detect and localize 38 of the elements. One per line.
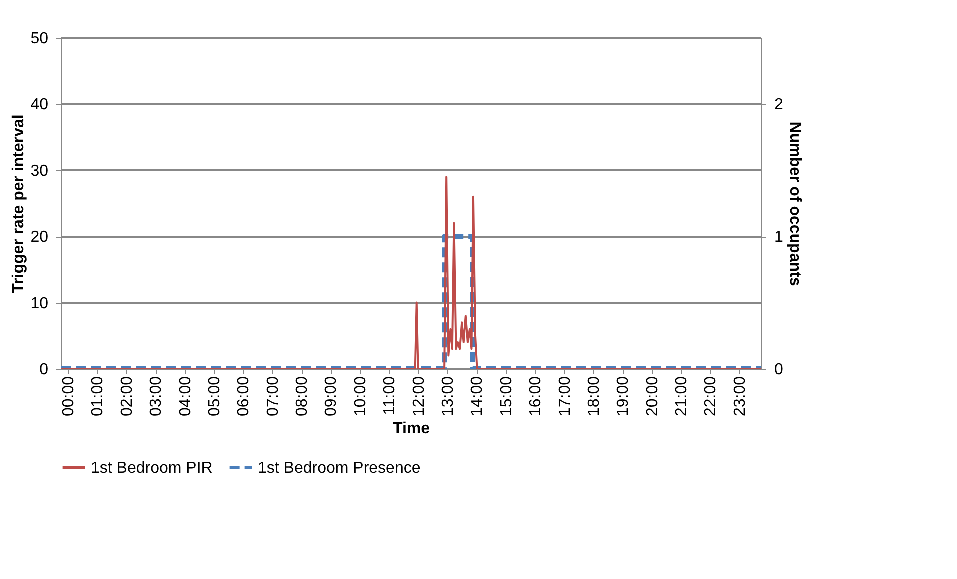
y-axis-title: Trigger rate per interval [10, 114, 28, 294]
x-tick-label: 03:00 [148, 376, 166, 417]
x-tick-label: 14:00 [469, 376, 486, 417]
y-tick-label: 50 [30, 30, 49, 48]
x-tick-label: 23:00 [732, 376, 749, 417]
x-tick-label: 22:00 [702, 376, 720, 417]
x-tick-label: 05:00 [206, 376, 224, 417]
x-tick-label: 18:00 [586, 376, 603, 417]
x-tick-label: 04:00 [177, 376, 194, 417]
x-tick-label: 02:00 [118, 376, 136, 417]
legend-label: 1st Bedroom PIR [91, 460, 213, 477]
x-tick-label: 16:00 [528, 376, 545, 417]
x-tick-label: 13:00 [440, 376, 457, 417]
y-tick-label: 30 [30, 162, 49, 180]
x-tick-label: 10:00 [352, 376, 370, 417]
x-tick-label: 19:00 [615, 376, 632, 417]
x-tick-label: 21:00 [674, 376, 691, 417]
legend-label: 1st Bedroom Presence [258, 460, 421, 477]
x-tick-label: 06:00 [236, 376, 253, 417]
x-tick-label: 20:00 [644, 376, 662, 417]
x-tick-label: 17:00 [556, 376, 574, 417]
x-tick-label: 11:00 [382, 376, 399, 416]
y2-tick-label: 2 [774, 96, 784, 114]
x-tick-label: 15:00 [498, 376, 516, 417]
x-tick-label: 01:00 [90, 376, 107, 417]
x-tick-label: 12:00 [410, 376, 428, 417]
y2-axis-title: Number of occupants [786, 122, 804, 286]
x-tick-label: 09:00 [323, 376, 340, 417]
y2-tick-label: 0 [774, 362, 784, 378]
y2-tick-label: 1 [774, 229, 784, 246]
y-tick-label: 10 [30, 295, 49, 312]
x-tick-label: 08:00 [294, 376, 312, 417]
y-tick-label: 40 [30, 96, 49, 114]
x-tick-label: 07:00 [264, 376, 282, 417]
y-tick-label: 20 [30, 229, 49, 246]
x-tick-label: 00:00 [60, 376, 78, 417]
x-axis-title: Time [392, 420, 430, 438]
y-tick-label: 0 [40, 362, 49, 378]
